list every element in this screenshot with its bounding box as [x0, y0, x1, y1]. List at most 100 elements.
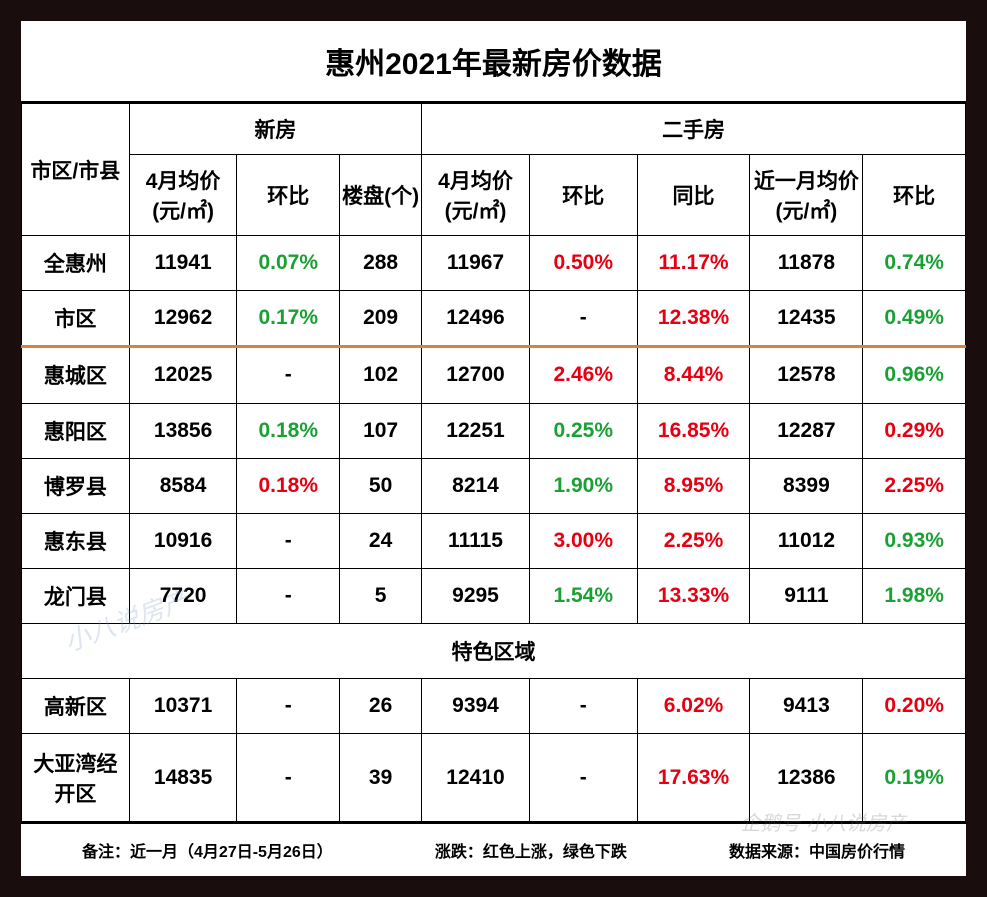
table-cell: 8399: [750, 458, 863, 513]
table-cell: 12496: [422, 291, 530, 347]
table-cell: 12.38%: [637, 291, 750, 347]
table-cell: 8.95%: [637, 458, 750, 513]
table-cell: 288: [340, 236, 422, 291]
col-old-yoy: 同比: [637, 155, 750, 236]
table-cell: 209: [340, 291, 422, 347]
table-row: 高新区10371-269394-6.02%94130.20%: [22, 679, 966, 734]
col-old-month-mom: 环比: [863, 155, 966, 236]
col-old-price: 4月均价(元/㎡): [422, 155, 530, 236]
footer-source: 数据来源：中国房价行情: [729, 838, 905, 862]
table-row: 惠东县10916-24111153.00%2.25%110120.93%: [22, 513, 966, 568]
table-cell: -: [237, 568, 340, 623]
table-title: 惠州2021年最新房价数据: [21, 21, 966, 103]
table-cell: 3.00%: [529, 513, 637, 568]
table-cell: 博罗县: [22, 458, 130, 513]
table-row: 市区129620.17%20912496-12.38%124350.49%: [22, 291, 966, 347]
table-cell: 8214: [422, 458, 530, 513]
table-cell: 9295: [422, 568, 530, 623]
table-cell: 1.54%: [529, 568, 637, 623]
table-cell: -: [237, 513, 340, 568]
table-cell: 13.33%: [637, 568, 750, 623]
table-cell: -: [237, 679, 340, 734]
table-cell: 0.50%: [529, 236, 637, 291]
footer-legend: 涨跌：红色上涨，绿色下跌: [435, 838, 627, 862]
table-cell: 0.19%: [863, 734, 966, 822]
footer-note: 备注：近一月（4月27日-5月26日）: [82, 838, 333, 862]
table-cell: 50: [340, 458, 422, 513]
table-cell: 11967: [422, 236, 530, 291]
table-cell: 11115: [422, 513, 530, 568]
table-header: 市区/市县 新房 二手房 4月均价(元/㎡) 环比 楼盘(个) 4月均价(元/㎡…: [22, 104, 966, 236]
content-panel: 惠州2021年最新房价数据 市区/市县 新房 二手房 4月均价(元/㎡) 环比 …: [18, 18, 969, 879]
table-cell: 10916: [129, 513, 237, 568]
table-cell: 16.85%: [637, 403, 750, 458]
table-cell: 0.20%: [863, 679, 966, 734]
table-cell: 12251: [422, 403, 530, 458]
table-cell: -: [529, 679, 637, 734]
table-cell: 12410: [422, 734, 530, 822]
table-cell: 2.46%: [529, 347, 637, 403]
col-new-price: 4月均价(元/㎡): [129, 155, 237, 236]
table-cell: 9413: [750, 679, 863, 734]
table-cell: -: [237, 734, 340, 822]
table-cell: 2.25%: [637, 513, 750, 568]
table-cell: 9111: [750, 568, 863, 623]
table-cell: 102: [340, 347, 422, 403]
table-cell: 11012: [750, 513, 863, 568]
table-cell: 高新区: [22, 679, 130, 734]
table-cell: 0.29%: [863, 403, 966, 458]
table-body-special: 高新区10371-269394-6.02%94130.20%大亚湾经开区1483…: [22, 679, 966, 822]
outer-frame: 惠州2021年最新房价数据 市区/市县 新房 二手房 4月均价(元/㎡) 环比 …: [0, 0, 987, 897]
table-cell: 0.74%: [863, 236, 966, 291]
table-row: 全惠州119410.07%288119670.50%11.17%118780.7…: [22, 236, 966, 291]
col-region: 市区/市县: [22, 104, 130, 236]
table-cell: 0.18%: [237, 403, 340, 458]
table-cell: 10371: [129, 679, 237, 734]
table-cell: 大亚湾经开区: [22, 734, 130, 822]
table-cell: 6.02%: [637, 679, 750, 734]
table-cell: -: [529, 734, 637, 822]
table-cell: 惠城区: [22, 347, 130, 403]
table-cell: 107: [340, 403, 422, 458]
table-row: 惠阳区138560.18%107122510.25%16.85%122870.2…: [22, 403, 966, 458]
table-body-main: 全惠州119410.07%288119670.50%11.17%118780.7…: [22, 236, 966, 624]
table-cell: 9394: [422, 679, 530, 734]
table-cell: 26: [340, 679, 422, 734]
table-cell: -: [529, 291, 637, 347]
table-cell: 0.49%: [863, 291, 966, 347]
table-row: 龙门县7720-592951.54%13.33%91111.98%: [22, 568, 966, 623]
table-cell: 1.98%: [863, 568, 966, 623]
table-cell: 39: [340, 734, 422, 822]
table-cell: 13856: [129, 403, 237, 458]
table-cell: 24: [340, 513, 422, 568]
price-table: 市区/市县 新房 二手房 4月均价(元/㎡) 环比 楼盘(个) 4月均价(元/㎡…: [21, 103, 966, 822]
table-row: 博罗县85840.18%5082141.90%8.95%83992.25%: [22, 458, 966, 513]
table-cell: 8584: [129, 458, 237, 513]
table-cell: 12435: [750, 291, 863, 347]
table-cell: 11878: [750, 236, 863, 291]
table-cell: 惠东县: [22, 513, 130, 568]
table-cell: 11.17%: [637, 236, 750, 291]
table-cell: 0.18%: [237, 458, 340, 513]
table-cell: 14835: [129, 734, 237, 822]
table-cell: 0.96%: [863, 347, 966, 403]
col-new-mom: 环比: [237, 155, 340, 236]
table-footer: 备注：近一月（4月27日-5月26日） 涨跌：红色上涨，绿色下跌 数据来源：中国…: [21, 822, 966, 876]
table-cell: 7720: [129, 568, 237, 623]
table-cell: 12025: [129, 347, 237, 403]
col-old-mom: 环比: [529, 155, 637, 236]
table-cell: 12386: [750, 734, 863, 822]
table-cell: 5: [340, 568, 422, 623]
table-cell: -: [237, 347, 340, 403]
table-cell: 11941: [129, 236, 237, 291]
col-group-old: 二手房: [422, 104, 966, 155]
table-body-section: 特色区域: [22, 624, 966, 679]
table-cell: 12287: [750, 403, 863, 458]
table-cell: 0.07%: [237, 236, 340, 291]
section-header: 特色区域: [22, 624, 966, 679]
table-row: 惠城区12025-102127002.46%8.44%125780.96%: [22, 347, 966, 403]
col-old-month-price: 近一月均价(元/㎡): [750, 155, 863, 236]
table-cell: 17.63%: [637, 734, 750, 822]
table-cell: 惠阳区: [22, 403, 130, 458]
table-cell: 1.90%: [529, 458, 637, 513]
